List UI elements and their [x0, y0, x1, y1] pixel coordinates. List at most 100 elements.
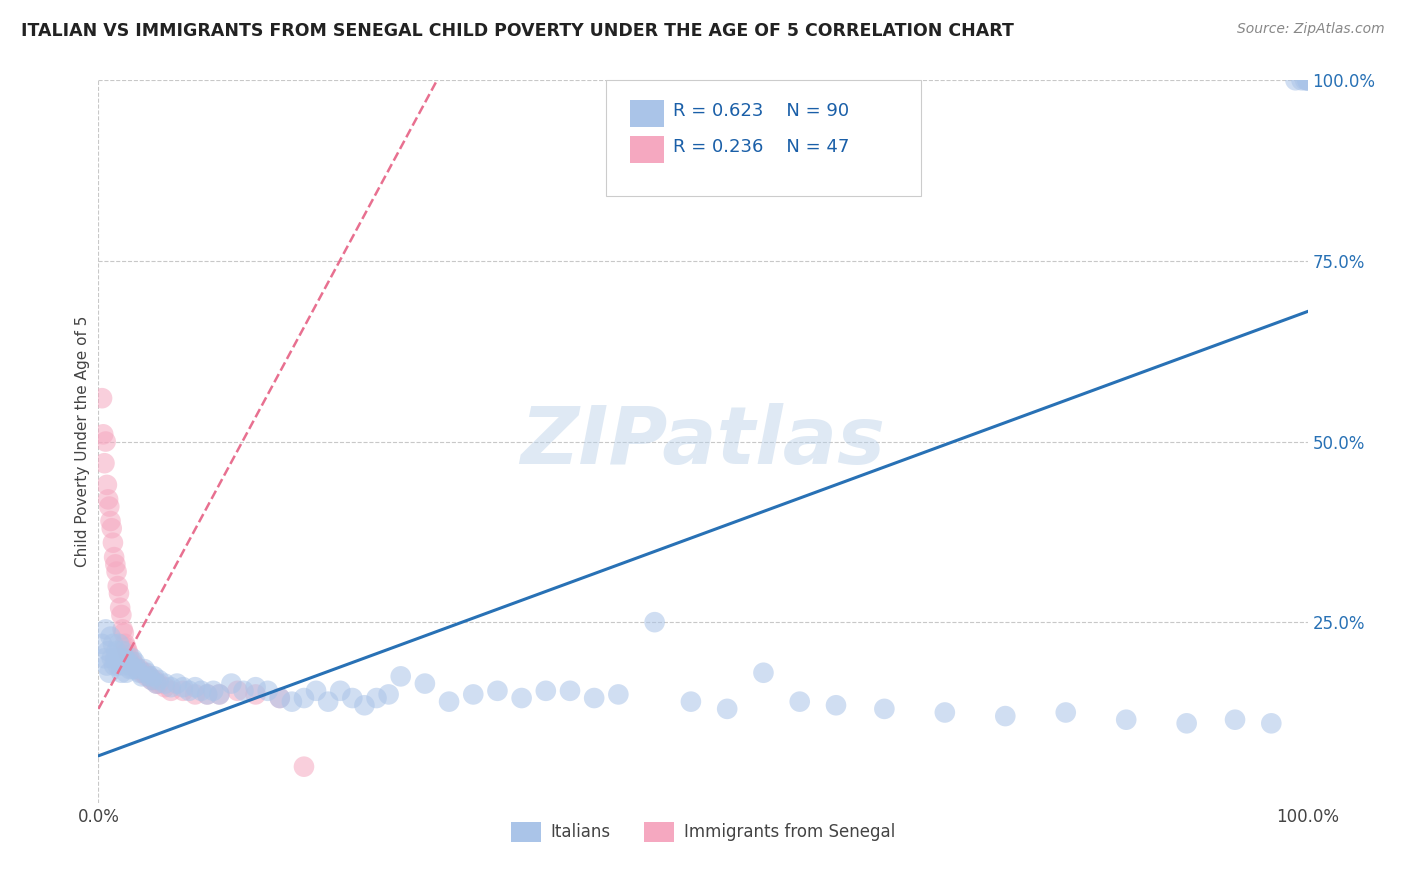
- Y-axis label: Child Poverty Under the Age of 5: Child Poverty Under the Age of 5: [75, 316, 90, 567]
- Point: [558, 683, 581, 698]
- Point: [141, 673, 163, 687]
- Point: [138, 669, 160, 683]
- Point: [108, 651, 131, 665]
- Bar: [630, 136, 664, 163]
- Point: [131, 669, 153, 683]
- Point: [825, 698, 848, 713]
- Point: [117, 644, 139, 658]
- Point: [100, 521, 122, 535]
- Point: [1260, 716, 1282, 731]
- Point: [135, 665, 157, 680]
- Point: [128, 665, 150, 680]
- Point: [1291, 73, 1313, 87]
- Point: [644, 615, 666, 630]
- Point: [184, 687, 207, 701]
- Point: [91, 391, 114, 405]
- Point: [97, 492, 120, 507]
- Point: [716, 702, 738, 716]
- Point: [121, 651, 143, 665]
- Point: [104, 558, 127, 572]
- Point: [143, 673, 166, 687]
- Point: [104, 651, 127, 665]
- Point: [108, 637, 131, 651]
- Point: [115, 665, 138, 680]
- Point: [91, 427, 114, 442]
- Point: [100, 630, 122, 644]
- Point: [1054, 706, 1077, 720]
- Point: [1296, 73, 1319, 87]
- Point: [118, 655, 141, 669]
- Point: [98, 665, 121, 680]
- Point: [486, 683, 509, 698]
- Point: [118, 648, 141, 662]
- Point: [121, 655, 143, 669]
- Point: [148, 673, 170, 687]
- Legend: Italians, Immigrants from Senegal: Italians, Immigrants from Senegal: [503, 815, 903, 848]
- Point: [366, 691, 388, 706]
- Point: [226, 683, 249, 698]
- Point: [118, 662, 141, 676]
- Point: [281, 695, 304, 709]
- Point: [107, 579, 129, 593]
- Point: [256, 683, 278, 698]
- Point: [122, 662, 145, 676]
- Point: [377, 687, 399, 701]
- Point: [245, 680, 267, 694]
- Text: R = 0.236    N = 47: R = 0.236 N = 47: [672, 138, 849, 156]
- Point: [208, 687, 231, 701]
- Text: Source: ZipAtlas.com: Source: ZipAtlas.com: [1237, 22, 1385, 37]
- Point: [202, 683, 225, 698]
- Point: [97, 644, 120, 658]
- Point: [135, 669, 157, 683]
- Point: [232, 683, 254, 698]
- Point: [100, 651, 122, 665]
- Point: [190, 683, 212, 698]
- Point: [120, 658, 142, 673]
- Point: [141, 673, 163, 687]
- Point: [789, 695, 811, 709]
- Point: [143, 669, 166, 683]
- Text: ZIPatlas: ZIPatlas: [520, 402, 886, 481]
- Text: ITALIAN VS IMMIGRANTS FROM SENEGAL CHILD POVERTY UNDER THE AGE OF 5 CORRELATION : ITALIAN VS IMMIGRANTS FROM SENEGAL CHILD…: [21, 22, 1014, 40]
- Point: [160, 680, 183, 694]
- Point: [112, 658, 135, 673]
- Point: [172, 683, 194, 698]
- Point: [124, 655, 146, 669]
- Point: [342, 691, 364, 706]
- Point: [131, 665, 153, 680]
- Point: [1294, 73, 1316, 87]
- Point: [153, 676, 176, 690]
- Point: [138, 669, 160, 683]
- Point: [114, 651, 136, 665]
- Point: [221, 676, 243, 690]
- Point: [413, 676, 436, 690]
- Point: [108, 586, 131, 600]
- Point: [103, 550, 125, 565]
- Point: [115, 640, 138, 655]
- Point: [105, 644, 128, 658]
- Point: [111, 644, 134, 658]
- Point: [96, 658, 118, 673]
- Point: [353, 698, 375, 713]
- Point: [607, 687, 630, 701]
- Point: [128, 662, 150, 676]
- Point: [389, 669, 412, 683]
- Point: [110, 607, 132, 622]
- Point: [145, 676, 167, 690]
- Point: [94, 434, 117, 449]
- Point: [160, 683, 183, 698]
- Point: [105, 565, 128, 579]
- Point: [124, 658, 146, 673]
- Point: [120, 658, 142, 673]
- Point: [305, 683, 328, 698]
- Point: [329, 683, 352, 698]
- Point: [127, 662, 149, 676]
- Point: [463, 687, 485, 701]
- Point: [111, 623, 134, 637]
- Point: [94, 623, 117, 637]
- Point: [110, 665, 132, 680]
- Point: [195, 687, 218, 701]
- Text: R = 0.623    N = 90: R = 0.623 N = 90: [672, 103, 849, 120]
- Point: [145, 676, 167, 690]
- Point: [316, 695, 339, 709]
